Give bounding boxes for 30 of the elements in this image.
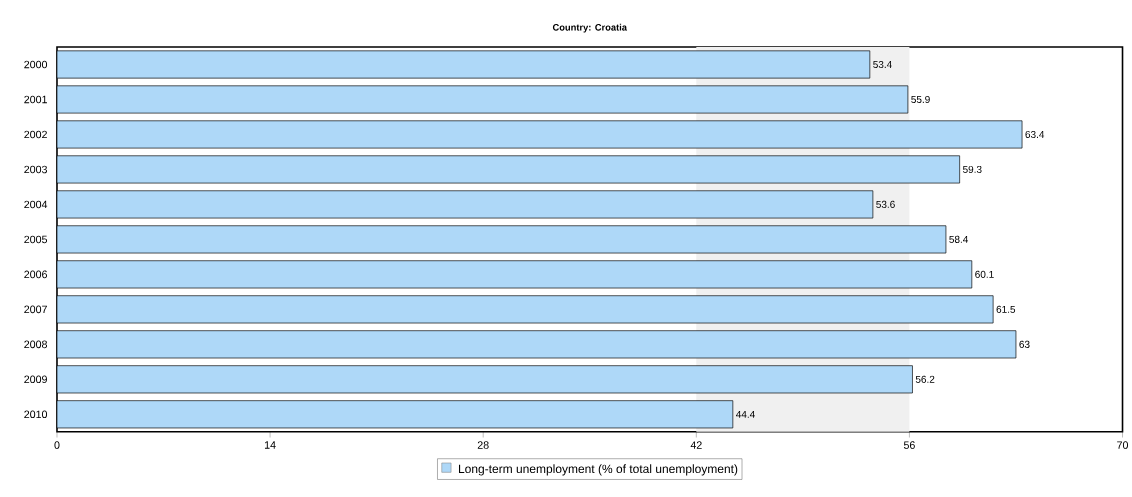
data-label: 63 [1019,340,1030,349]
y-tick-label: 2009 [24,375,47,384]
x-tick-label: 42 [690,441,702,449]
x-tick-label: 56 [903,441,915,449]
y-tick-label: 2003 [24,165,47,174]
y-tick-label: 2005 [24,235,48,244]
y-tick-label: 2001 [24,95,47,104]
x-tick-label: 70 [1117,441,1129,449]
x-tick-label: 0 [54,441,60,449]
y-tick-label: 2004 [24,200,48,209]
data-label: 63.4 [1025,131,1045,139]
data-label: 58.4 [949,235,969,244]
data-label: 60.1 [975,270,994,279]
data-label: 59.3 [962,166,982,174]
y-tick-label: 2007 [24,305,47,314]
data-label: 56.2 [915,375,935,383]
y-tick-label: 2000 [24,60,48,69]
data-label: 61.5 [996,305,1016,314]
data-label: 44.4 [736,410,755,418]
data-label: 55.9 [911,96,930,104]
x-tick-label: 28 [477,441,489,449]
y-tick-label: 2006 [24,270,47,279]
data-label: 53.4 [873,61,892,69]
data-label: 53.6 [876,200,895,209]
y-tick-label: 2008 [24,340,47,349]
x-tick-label: 14 [264,441,276,449]
y-tick-label: 2010 [24,410,48,419]
y-tick-label: 2002 [24,130,47,139]
text: Long-term unemployment (% of total unemployment) [458,464,738,476]
chart-title: Country: Croatia [552,23,628,33]
